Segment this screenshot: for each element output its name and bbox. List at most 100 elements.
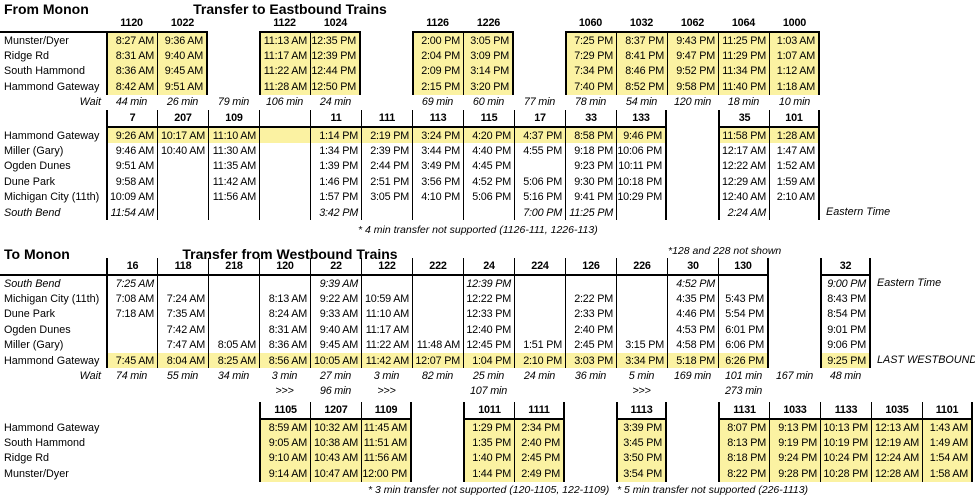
wait-value: 69 min xyxy=(421,96,454,109)
time-cell xyxy=(514,276,565,292)
time-cell xyxy=(514,158,565,175)
train-number: 115 xyxy=(463,110,514,128)
time-cell xyxy=(922,128,973,143)
time-cell xyxy=(208,276,259,292)
wait-value xyxy=(871,368,922,383)
time-cell: 9:39 AM xyxy=(310,276,361,292)
wait-value: 107 min xyxy=(469,385,507,398)
time-cell xyxy=(871,291,922,306)
time-cell: 8:37 PM xyxy=(616,33,667,49)
time-cell: 2:40 PM xyxy=(514,435,565,451)
time-cell: 9:24 PM xyxy=(769,450,820,467)
wait-value xyxy=(565,384,616,399)
time-cell xyxy=(667,143,718,158)
time-cell xyxy=(157,420,208,435)
train-number xyxy=(871,15,922,33)
train-number xyxy=(667,402,718,420)
time-cell: 10:38 AM xyxy=(310,435,361,451)
time-cell: 1:35 PM xyxy=(463,435,514,451)
time-cell: 5:06 PM xyxy=(514,174,565,190)
time-cell: 9:33 AM xyxy=(310,306,361,323)
station-label: Hammond Gateway xyxy=(4,421,100,434)
time-cell: 5:16 PM xyxy=(514,189,565,205)
time-cell: 9:46 PM xyxy=(616,128,667,144)
time-cell: 9:13 PM xyxy=(769,420,820,436)
wait-value: 82 min xyxy=(421,370,454,383)
trains-not-shown-note: *128 and 228 not shown xyxy=(668,245,782,257)
time-cell xyxy=(208,451,259,466)
time-cell: 9:10 AM xyxy=(259,450,310,467)
time-cell xyxy=(769,204,820,221)
wait-value xyxy=(667,384,718,399)
time-cell: 4:45 PM xyxy=(463,158,514,175)
time-cell: 1:14 PM xyxy=(310,128,361,144)
train-number xyxy=(922,110,973,128)
time-cell: 1:29 PM xyxy=(463,420,514,436)
train-number: 1035 xyxy=(871,402,922,420)
wait-value: >>> xyxy=(275,385,294,398)
time-cell: 9:30 PM xyxy=(565,174,616,190)
time-cell: 9:46 AM xyxy=(106,143,157,159)
time-cell: 10:17 AM xyxy=(157,128,208,144)
time-cell: 9:51 AM xyxy=(157,79,208,95)
time-cell: 1:43 AM xyxy=(922,420,973,436)
train-number: 33 xyxy=(565,110,616,128)
wait-value xyxy=(412,384,463,399)
time-cell xyxy=(361,64,412,79)
time-cell: 11:48 AM xyxy=(412,337,463,353)
wait-value: 5 min xyxy=(628,370,655,383)
station-label: South Bend xyxy=(4,206,61,219)
time-cell: 2:19 PM xyxy=(361,128,412,144)
time-cell: 8:24 AM xyxy=(259,306,310,323)
time-cell xyxy=(871,143,922,158)
train-number xyxy=(820,110,871,128)
train-number: 35 xyxy=(718,110,769,128)
time-cell: 4:37 PM xyxy=(514,128,565,144)
train-number: 122 xyxy=(361,258,412,276)
train-number: 1226 xyxy=(463,15,514,33)
time-cell xyxy=(667,159,718,174)
time-cell xyxy=(106,435,157,450)
band-label-spacer xyxy=(0,258,106,276)
time-cell: 11:30 AM xyxy=(208,143,259,159)
time-cell: 1:58 AM xyxy=(922,466,973,482)
time-cell xyxy=(616,204,667,221)
train-number xyxy=(106,402,157,420)
wait-value: 273 min xyxy=(724,385,762,398)
time-cell: 1:49 AM xyxy=(922,435,973,451)
time-cell: 2:15 PM xyxy=(412,79,463,95)
station-label: Dune Park xyxy=(4,308,56,321)
time-cell: 11:22 AM xyxy=(361,337,412,353)
station-label: South Bend xyxy=(4,277,61,290)
time-cell: 11:10 AM xyxy=(208,128,259,144)
station-label: Munster/Dyer xyxy=(4,467,69,480)
time-cell: 8:27 AM xyxy=(106,33,157,49)
time-cell: 9:28 PM xyxy=(769,466,820,482)
time-cell: 3:05 PM xyxy=(361,189,412,205)
time-cell xyxy=(922,79,973,94)
wait-value xyxy=(769,384,820,399)
time-cell xyxy=(514,48,565,63)
time-cell: 10:09 AM xyxy=(106,189,157,205)
band-label-spacer xyxy=(0,110,106,128)
train-number: 1101 xyxy=(922,402,973,420)
time-cell xyxy=(871,174,922,189)
time-cell xyxy=(412,466,463,481)
time-cell xyxy=(157,189,208,205)
time-cell xyxy=(820,64,871,79)
wait-value: 3 min xyxy=(373,370,400,383)
time-cell: 1:51 PM xyxy=(514,337,565,353)
station-label: Ogden Dunes xyxy=(4,160,71,173)
time-cell xyxy=(616,322,667,338)
wait-value: 78 min xyxy=(574,96,607,109)
wait-value: 48 min xyxy=(829,370,862,383)
wait-label: Wait xyxy=(79,96,101,109)
time-cell xyxy=(208,79,259,94)
time-cell: 12:00 PM xyxy=(361,466,412,482)
time-cell xyxy=(412,291,463,307)
wait-value xyxy=(157,384,208,399)
time-cell: 2:10 PM xyxy=(514,352,565,369)
wait-value xyxy=(820,95,871,110)
time-cell: 1:07 AM xyxy=(769,48,820,64)
train-number: 7 xyxy=(106,110,157,128)
